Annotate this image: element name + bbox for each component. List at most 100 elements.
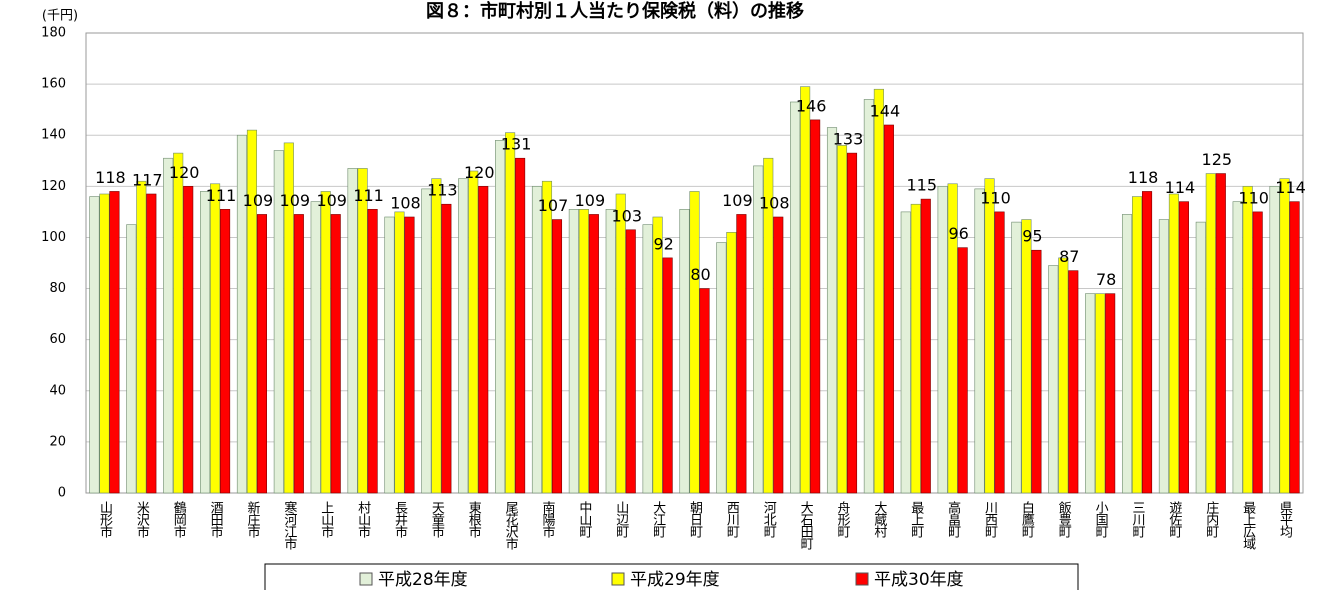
data-label: 108 [390,194,421,213]
bar [421,188,432,494]
bar [541,180,553,494]
bar [1048,265,1059,494]
bar [1232,201,1243,494]
legend-label: 平成28年度 [378,570,468,590]
bar [662,257,673,494]
bar [1252,211,1263,494]
x-tick-label: 大石田町 [798,501,814,550]
x-tick-label: 天童市 [429,501,445,538]
data-label: 144 [870,102,901,121]
y-tick-label: 180 [41,26,66,41]
bar [310,201,321,494]
data-label: 92 [653,234,673,253]
x-tick-label: 米沢市 [134,501,150,538]
bar [246,129,258,494]
data-label: 111 [206,186,237,205]
bar [1205,173,1216,494]
legend-label: 平成30年度 [874,570,964,590]
x-tick-label: 山形市 [97,501,113,538]
x-tick-label: 長井市 [392,501,408,538]
x-tick-label: 中山町 [576,501,592,538]
y-tick-label: 20 [49,434,66,449]
bar [1195,221,1206,494]
bar [468,170,479,494]
bar [1178,201,1189,494]
bar [994,211,1005,494]
bar [551,219,563,494]
bar [146,193,157,494]
x-tick-label: 舟形町 [835,501,851,538]
data-label: 146 [796,96,827,115]
data-label: 115 [906,176,937,195]
y-tick-label: 0 [58,486,66,501]
y-tick-label: 80 [49,281,66,296]
data-label: 118 [95,168,126,187]
bar [910,203,921,494]
bar [1269,186,1280,494]
bar [109,191,120,494]
bar [126,224,137,494]
y-tick-label: 100 [41,230,66,245]
x-tick-label: 新庄市 [244,500,259,538]
data-label: 109 [575,191,606,210]
bar [726,232,737,494]
bar [431,178,442,494]
bar [615,193,626,494]
bar [515,157,526,494]
bar [1068,270,1079,494]
bar [136,180,147,494]
y-tick-label: 60 [49,332,66,347]
data-label: 110 [1238,188,1269,207]
bar [404,216,415,494]
bar [330,214,341,494]
data-label: 96 [948,224,968,243]
bar [89,196,100,494]
data-label: 114 [1275,178,1306,197]
bar [99,193,110,494]
bar [183,186,194,494]
data-label: 117 [132,171,163,190]
bar [458,178,469,494]
x-tick-label: 東根市 [466,500,482,538]
x-tick-label: 朝日町 [687,501,703,538]
bar [256,214,268,494]
y-tick-label: 40 [49,383,66,398]
x-tick-label: 寒河江市 [281,500,297,550]
bar [163,157,174,494]
data-label: 131 [501,135,532,154]
bar [753,165,764,494]
bar [394,211,405,494]
bar [1031,249,1042,494]
data-label: 107 [538,196,569,215]
bar [320,191,331,494]
x-tick-label: 小国町 [1093,501,1109,538]
x-tick-label: 白鷹町 [1019,500,1035,538]
bar [236,134,248,494]
bar [357,168,368,494]
bar [1085,293,1096,494]
bar [1095,293,1106,494]
bar [1158,219,1169,494]
bar [863,99,874,494]
bar [642,224,653,494]
bar [1021,219,1032,494]
x-tick-label: 最上町 [908,501,924,538]
bar [505,132,516,494]
x-tick-label: 庄内町 [1203,500,1219,538]
data-label: 120 [169,163,200,182]
bar [1058,257,1069,494]
data-label: 109 [316,191,347,210]
data-label: 109 [280,191,311,210]
bar [873,88,884,494]
bar [699,288,710,494]
x-tick-label: 遊佐町 [1166,501,1182,538]
legend-swatch [611,572,625,586]
data-label: 133 [833,130,864,149]
bar [200,191,211,494]
data-label: 80 [690,265,710,284]
x-tick-label: 高畠町 [945,500,961,538]
bar [605,209,616,494]
bar [689,191,700,494]
bar [273,150,284,494]
